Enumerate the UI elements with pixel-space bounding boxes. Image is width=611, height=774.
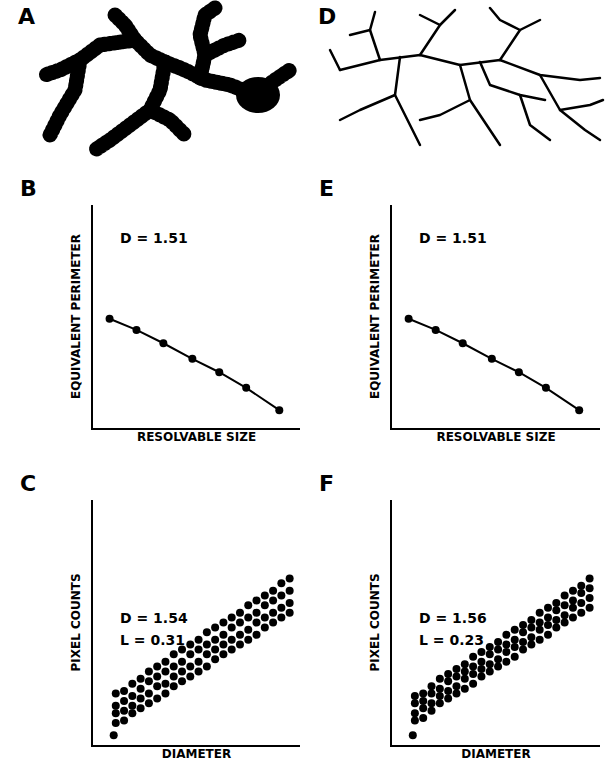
svg-text:A: A xyxy=(18,4,35,29)
svg-text:E: E xyxy=(319,176,334,201)
svg-text:D: D xyxy=(318,4,336,29)
svg-text:EQUIVALENT PERIMETER: EQUIVALENT PERIMETER xyxy=(368,234,382,399)
svg-text:C: C xyxy=(20,471,36,496)
svg-text:RESOLVABLE SIZE: RESOLVABLE SIZE xyxy=(436,430,555,444)
svg-text:PIXEL COUNTS: PIXEL COUNTS xyxy=(69,573,83,671)
svg-text:F: F xyxy=(319,471,334,496)
svg-text:L = 0.23: L = 0.23 xyxy=(419,632,484,648)
svg-text:DIAMETER: DIAMETER xyxy=(461,747,530,761)
svg-text:D = 1.51: D = 1.51 xyxy=(120,230,188,246)
svg-text:L = 0.31: L = 0.31 xyxy=(120,632,185,648)
svg-text:EQUIVALENT PERIMETER: EQUIVALENT PERIMETER xyxy=(69,234,83,399)
svg-text:B: B xyxy=(20,176,37,201)
svg-text:RESOLVABLE SIZE: RESOLVABLE SIZE xyxy=(137,430,256,444)
svg-text:DIAMETER: DIAMETER xyxy=(162,747,231,761)
svg-text:D = 1.54: D = 1.54 xyxy=(120,610,188,626)
svg-text:PIXEL COUNTS: PIXEL COUNTS xyxy=(368,573,382,671)
svg-text:D = 1.56: D = 1.56 xyxy=(419,610,487,626)
svg-text:D = 1.51: D = 1.51 xyxy=(419,230,487,246)
